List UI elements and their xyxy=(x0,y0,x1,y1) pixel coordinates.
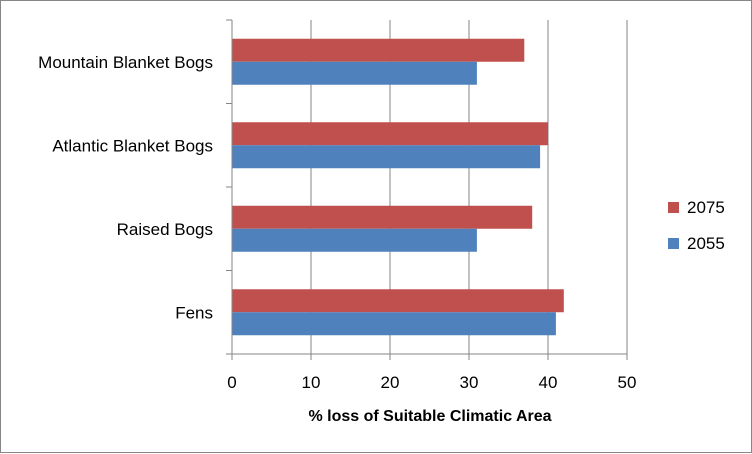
legend-swatch-2055 xyxy=(668,238,679,249)
x-tick-label-40: 40 xyxy=(539,373,558,392)
x-tick-label-0: 0 xyxy=(227,373,236,392)
bars xyxy=(232,38,564,336)
bar-2055-2 xyxy=(232,228,477,252)
bar-2055-3 xyxy=(232,312,556,336)
category-label-0: Mountain Blanket Bogs xyxy=(38,53,213,72)
bar-2075-1 xyxy=(232,122,548,146)
x-tick-label-30: 30 xyxy=(460,373,479,392)
bar-2075-2 xyxy=(232,205,533,229)
bar-2075-0 xyxy=(232,38,525,62)
legend: 2075 2055 xyxy=(668,198,725,253)
legend-label-2075: 2075 xyxy=(687,198,725,217)
legend-label-2055: 2055 xyxy=(687,234,725,253)
bar-2075-3 xyxy=(232,289,564,313)
labels: 0 10 20 30 40 50 Mountain Blanket Bogs Atlantic… xyxy=(38,53,636,392)
bar-2055-1 xyxy=(232,145,541,169)
category-label-1: Atlantic Blanket Bogs xyxy=(52,136,213,155)
x-tick-label-50: 50 xyxy=(618,373,637,392)
category-label-2: Raised Bogs xyxy=(117,220,213,239)
x-tick-label-20: 20 xyxy=(381,373,400,392)
axes xyxy=(226,19,628,360)
x-axis-title: % loss of Suitable Climatic Area xyxy=(308,408,551,425)
x-tick-label-10: 10 xyxy=(302,373,321,392)
legend-swatch-2075 xyxy=(668,202,679,213)
bar-2055-0 xyxy=(232,61,477,85)
category-label-3: Fens xyxy=(175,303,213,322)
